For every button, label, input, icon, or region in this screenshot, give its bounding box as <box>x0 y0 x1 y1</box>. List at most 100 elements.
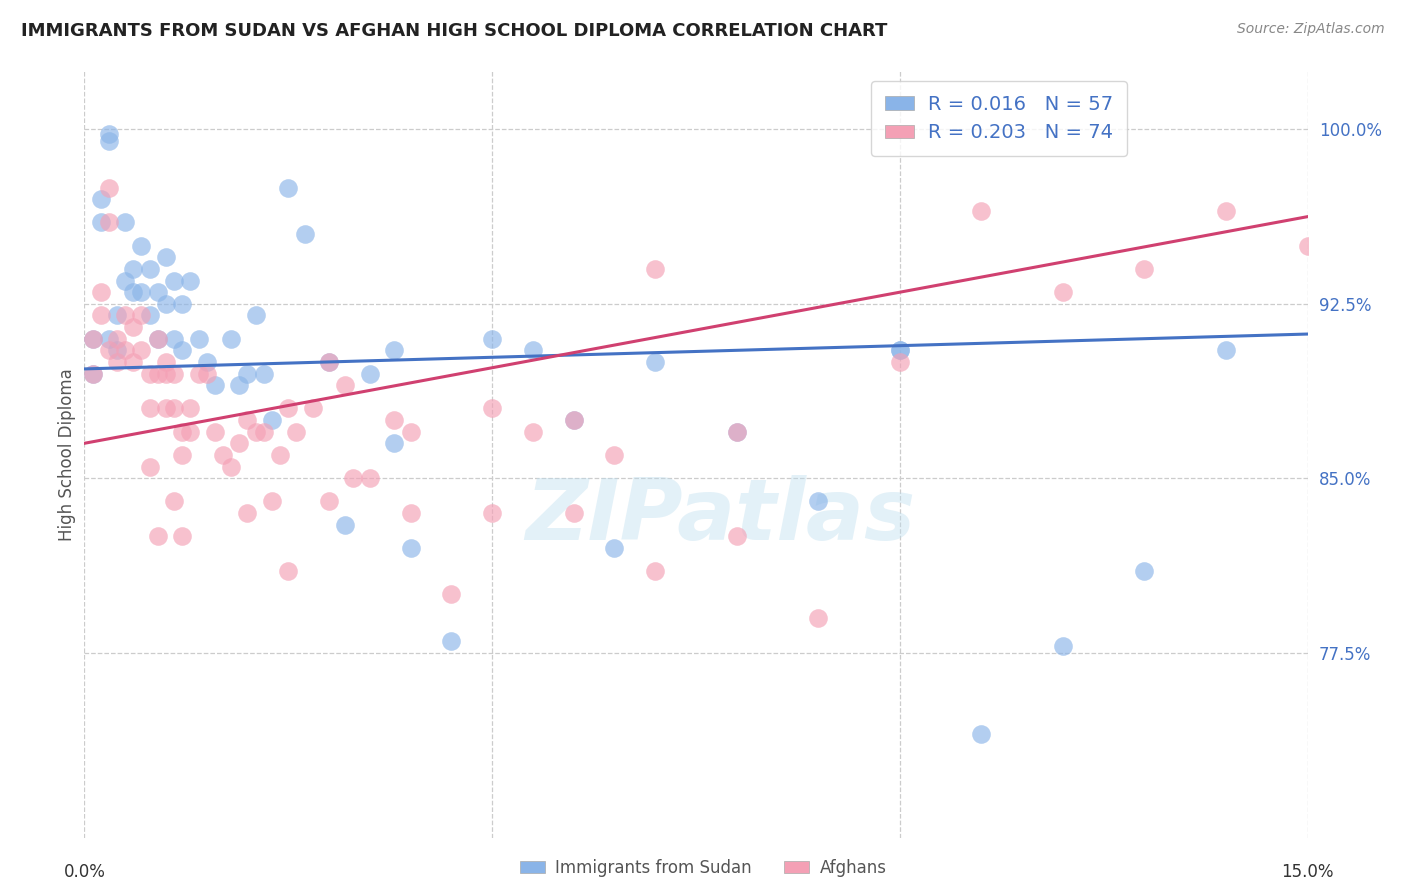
Point <box>644 355 666 369</box>
Point <box>146 332 169 346</box>
Point <box>155 355 177 369</box>
Legend: R = 0.016   N = 57, R = 0.203   N = 74: R = 0.016 N = 57, R = 0.203 N = 74 <box>872 81 1126 156</box>
Text: Source: ZipAtlas.com: Source: ZipAtlas.com <box>1237 22 1385 37</box>
Point <box>970 203 993 218</box>
Point <box>82 332 104 346</box>
Point <box>195 355 218 369</box>
Point <box>97 180 120 194</box>
Point <box>277 180 299 194</box>
Point <box>105 355 128 369</box>
Point <box>146 529 169 543</box>
Point <box>342 471 364 485</box>
Point <box>131 343 153 358</box>
Point <box>131 285 153 300</box>
Point <box>163 274 186 288</box>
Point <box>260 413 283 427</box>
Point <box>172 529 194 543</box>
Point <box>114 309 136 323</box>
Point <box>725 425 748 439</box>
Point <box>382 436 405 450</box>
Point <box>146 367 169 381</box>
Point <box>138 459 160 474</box>
Point <box>82 332 104 346</box>
Point <box>399 425 422 439</box>
Point <box>122 355 145 369</box>
Y-axis label: High School Diploma: High School Diploma <box>58 368 76 541</box>
Point <box>195 367 218 381</box>
Point <box>146 332 169 346</box>
Point <box>253 425 276 439</box>
Point <box>725 425 748 439</box>
Point <box>172 343 194 358</box>
Point <box>97 215 120 229</box>
Point <box>253 367 276 381</box>
Text: 15.0%: 15.0% <box>1281 863 1334 881</box>
Legend: Immigrants from Sudan, Afghans: Immigrants from Sudan, Afghans <box>513 853 893 884</box>
Point <box>1052 285 1074 300</box>
Point <box>481 506 503 520</box>
Text: ZIPatlas: ZIPatlas <box>526 475 915 558</box>
Point <box>335 517 357 532</box>
Point <box>399 506 422 520</box>
Point <box>269 448 291 462</box>
Point <box>122 320 145 334</box>
Point <box>359 471 381 485</box>
Point <box>172 297 194 311</box>
Point <box>172 448 194 462</box>
Point <box>179 401 201 416</box>
Point <box>522 343 544 358</box>
Point <box>236 367 259 381</box>
Point <box>138 367 160 381</box>
Point <box>155 297 177 311</box>
Point <box>335 378 357 392</box>
Point <box>138 309 160 323</box>
Point <box>163 401 186 416</box>
Point <box>603 541 626 555</box>
Point <box>138 401 160 416</box>
Point <box>318 355 340 369</box>
Point <box>562 413 585 427</box>
Point <box>277 564 299 578</box>
Point <box>163 367 186 381</box>
Point <box>155 367 177 381</box>
Text: 0.0%: 0.0% <box>63 863 105 881</box>
Point <box>155 401 177 416</box>
Point <box>236 506 259 520</box>
Point <box>318 494 340 508</box>
Point <box>204 425 226 439</box>
Point <box>245 309 267 323</box>
Point <box>562 506 585 520</box>
Point <box>1133 564 1156 578</box>
Point <box>644 564 666 578</box>
Point <box>889 343 911 358</box>
Point <box>131 309 153 323</box>
Point <box>163 332 186 346</box>
Point <box>399 541 422 555</box>
Point <box>114 274 136 288</box>
Point <box>294 227 316 241</box>
Point <box>245 425 267 439</box>
Point <box>219 459 242 474</box>
Point <box>228 378 250 392</box>
Point <box>82 367 104 381</box>
Point <box>562 413 585 427</box>
Point <box>807 610 830 624</box>
Point <box>187 332 209 346</box>
Point <box>644 262 666 277</box>
Point <box>382 343 405 358</box>
Point <box>603 448 626 462</box>
Point <box>382 413 405 427</box>
Point <box>146 285 169 300</box>
Point <box>1052 639 1074 653</box>
Point <box>97 343 120 358</box>
Point <box>359 367 381 381</box>
Point <box>522 425 544 439</box>
Point <box>122 262 145 277</box>
Point <box>90 285 112 300</box>
Point <box>179 274 201 288</box>
Point <box>163 494 186 508</box>
Point <box>889 343 911 358</box>
Point <box>90 192 112 206</box>
Point <box>260 494 283 508</box>
Point <box>440 587 463 601</box>
